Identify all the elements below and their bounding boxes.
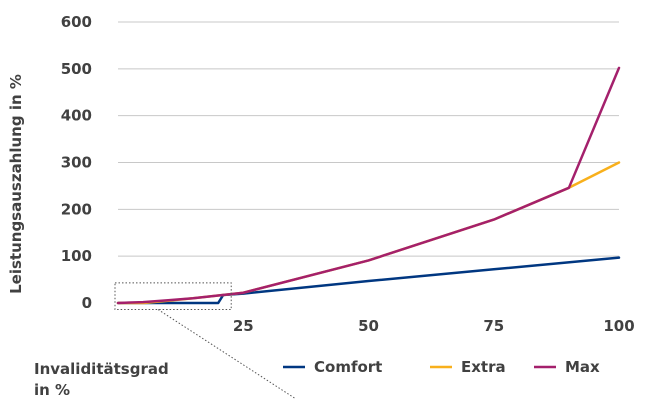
y-tick-label-100: 100 bbox=[61, 247, 92, 265]
y-tick-label-0: 0 bbox=[82, 294, 92, 312]
series-lines bbox=[116, 66, 621, 305]
zoom-annotation bbox=[114, 282, 297, 399]
gridlines bbox=[118, 21, 619, 257]
y-axis-ticks: 0 100 200 300 400 500 600 bbox=[61, 13, 92, 312]
y-tick-label-400: 400 bbox=[61, 107, 92, 125]
y-tick-label-200: 200 bbox=[61, 200, 92, 218]
y-axis-title: Leistungsauszahlung in % bbox=[7, 74, 25, 294]
legend-label-comfort: Comfort bbox=[314, 358, 382, 376]
zoom-box bbox=[114, 282, 232, 311]
x-tick-label-100: 100 bbox=[603, 317, 634, 335]
x-tick-label-25: 25 bbox=[233, 317, 254, 335]
x-axis-ticks: 25 50 75 100 bbox=[233, 317, 635, 335]
y-tick-label-500: 500 bbox=[61, 60, 92, 78]
y-tick-label-300: 300 bbox=[61, 154, 92, 172]
x-tick-label-75: 75 bbox=[483, 317, 504, 335]
legend-label-extra: Extra bbox=[461, 358, 506, 376]
y-tick-label-600: 600 bbox=[61, 13, 92, 31]
legend: Comfort Extra Max bbox=[283, 358, 600, 376]
zoom-connector-line bbox=[157, 309, 297, 399]
x-tick-label-50: 50 bbox=[358, 317, 379, 335]
x-axis-title: Invaliditätsgrad bbox=[34, 360, 169, 378]
series-line-comfort bbox=[116, 256, 621, 305]
x-axis-title-line1: Invaliditätsgrad bbox=[34, 360, 169, 378]
x-axis-title-line2: in % bbox=[34, 381, 70, 399]
legend-label-max: Max bbox=[565, 358, 600, 376]
series-line-max bbox=[116, 66, 621, 305]
